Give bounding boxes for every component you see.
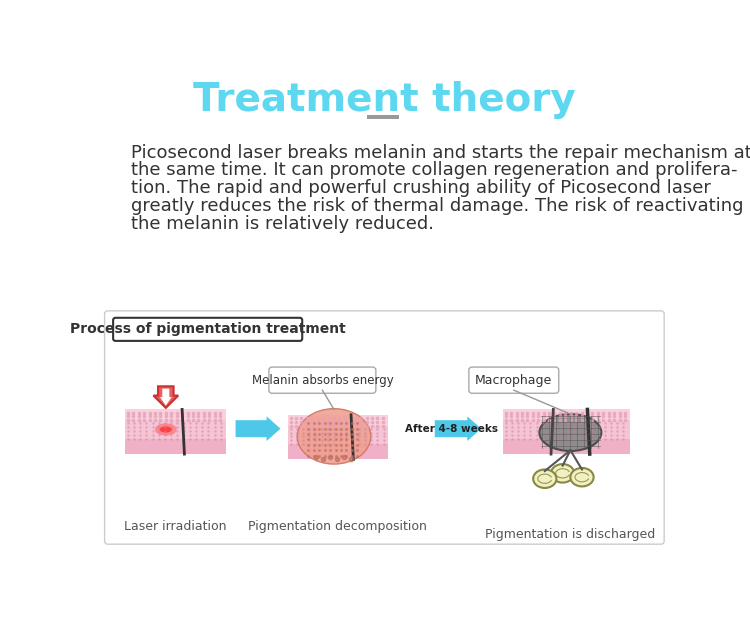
FancyBboxPatch shape [367,115,399,119]
FancyBboxPatch shape [287,415,388,427]
Ellipse shape [551,464,574,483]
Text: Process of pigmentation treatment: Process of pigmentation treatment [70,322,346,336]
FancyBboxPatch shape [124,409,226,422]
Ellipse shape [533,470,556,488]
Text: greatly reduces the risk of thermal damage. The risk of reactivating: greatly reduces the risk of thermal dama… [131,197,743,215]
FancyArrow shape [154,386,178,408]
FancyArrow shape [236,416,280,441]
Text: After 4-8 weeks: After 4-8 weeks [405,424,498,434]
FancyBboxPatch shape [124,420,226,440]
Ellipse shape [155,423,177,436]
Ellipse shape [539,414,602,451]
FancyBboxPatch shape [104,311,664,544]
FancyBboxPatch shape [269,367,376,393]
FancyBboxPatch shape [503,409,631,422]
Text: Picosecond laser breaks melanin and starts the repair mechanism at: Picosecond laser breaks melanin and star… [131,144,750,162]
Ellipse shape [570,468,594,487]
Text: the same time. It can promote collagen regeneration and prolifera-: the same time. It can promote collagen r… [131,162,737,179]
FancyBboxPatch shape [503,420,631,440]
Text: the melanin is relatively reduced.: the melanin is relatively reduced. [131,214,434,233]
FancyBboxPatch shape [469,367,559,393]
FancyBboxPatch shape [124,439,226,454]
Text: Laser irradiation: Laser irradiation [124,520,226,534]
Text: Macrophage: Macrophage [476,374,553,387]
FancyArrow shape [435,416,482,441]
FancyBboxPatch shape [287,426,388,446]
FancyBboxPatch shape [287,444,388,460]
Text: Melanin absorbs energy: Melanin absorbs energy [251,374,393,387]
Ellipse shape [160,426,172,433]
FancyArrow shape [160,389,172,406]
Text: tion. The rapid and powerful crushing ability of Picosecond laser: tion. The rapid and powerful crushing ab… [131,179,711,197]
Text: Pigmentation decomposition: Pigmentation decomposition [248,520,427,534]
Ellipse shape [297,409,370,464]
FancyBboxPatch shape [503,439,631,454]
FancyBboxPatch shape [113,318,302,341]
Text: Treatment theory: Treatment theory [193,81,576,119]
Text: Pigmentation is discharged: Pigmentation is discharged [485,528,656,541]
